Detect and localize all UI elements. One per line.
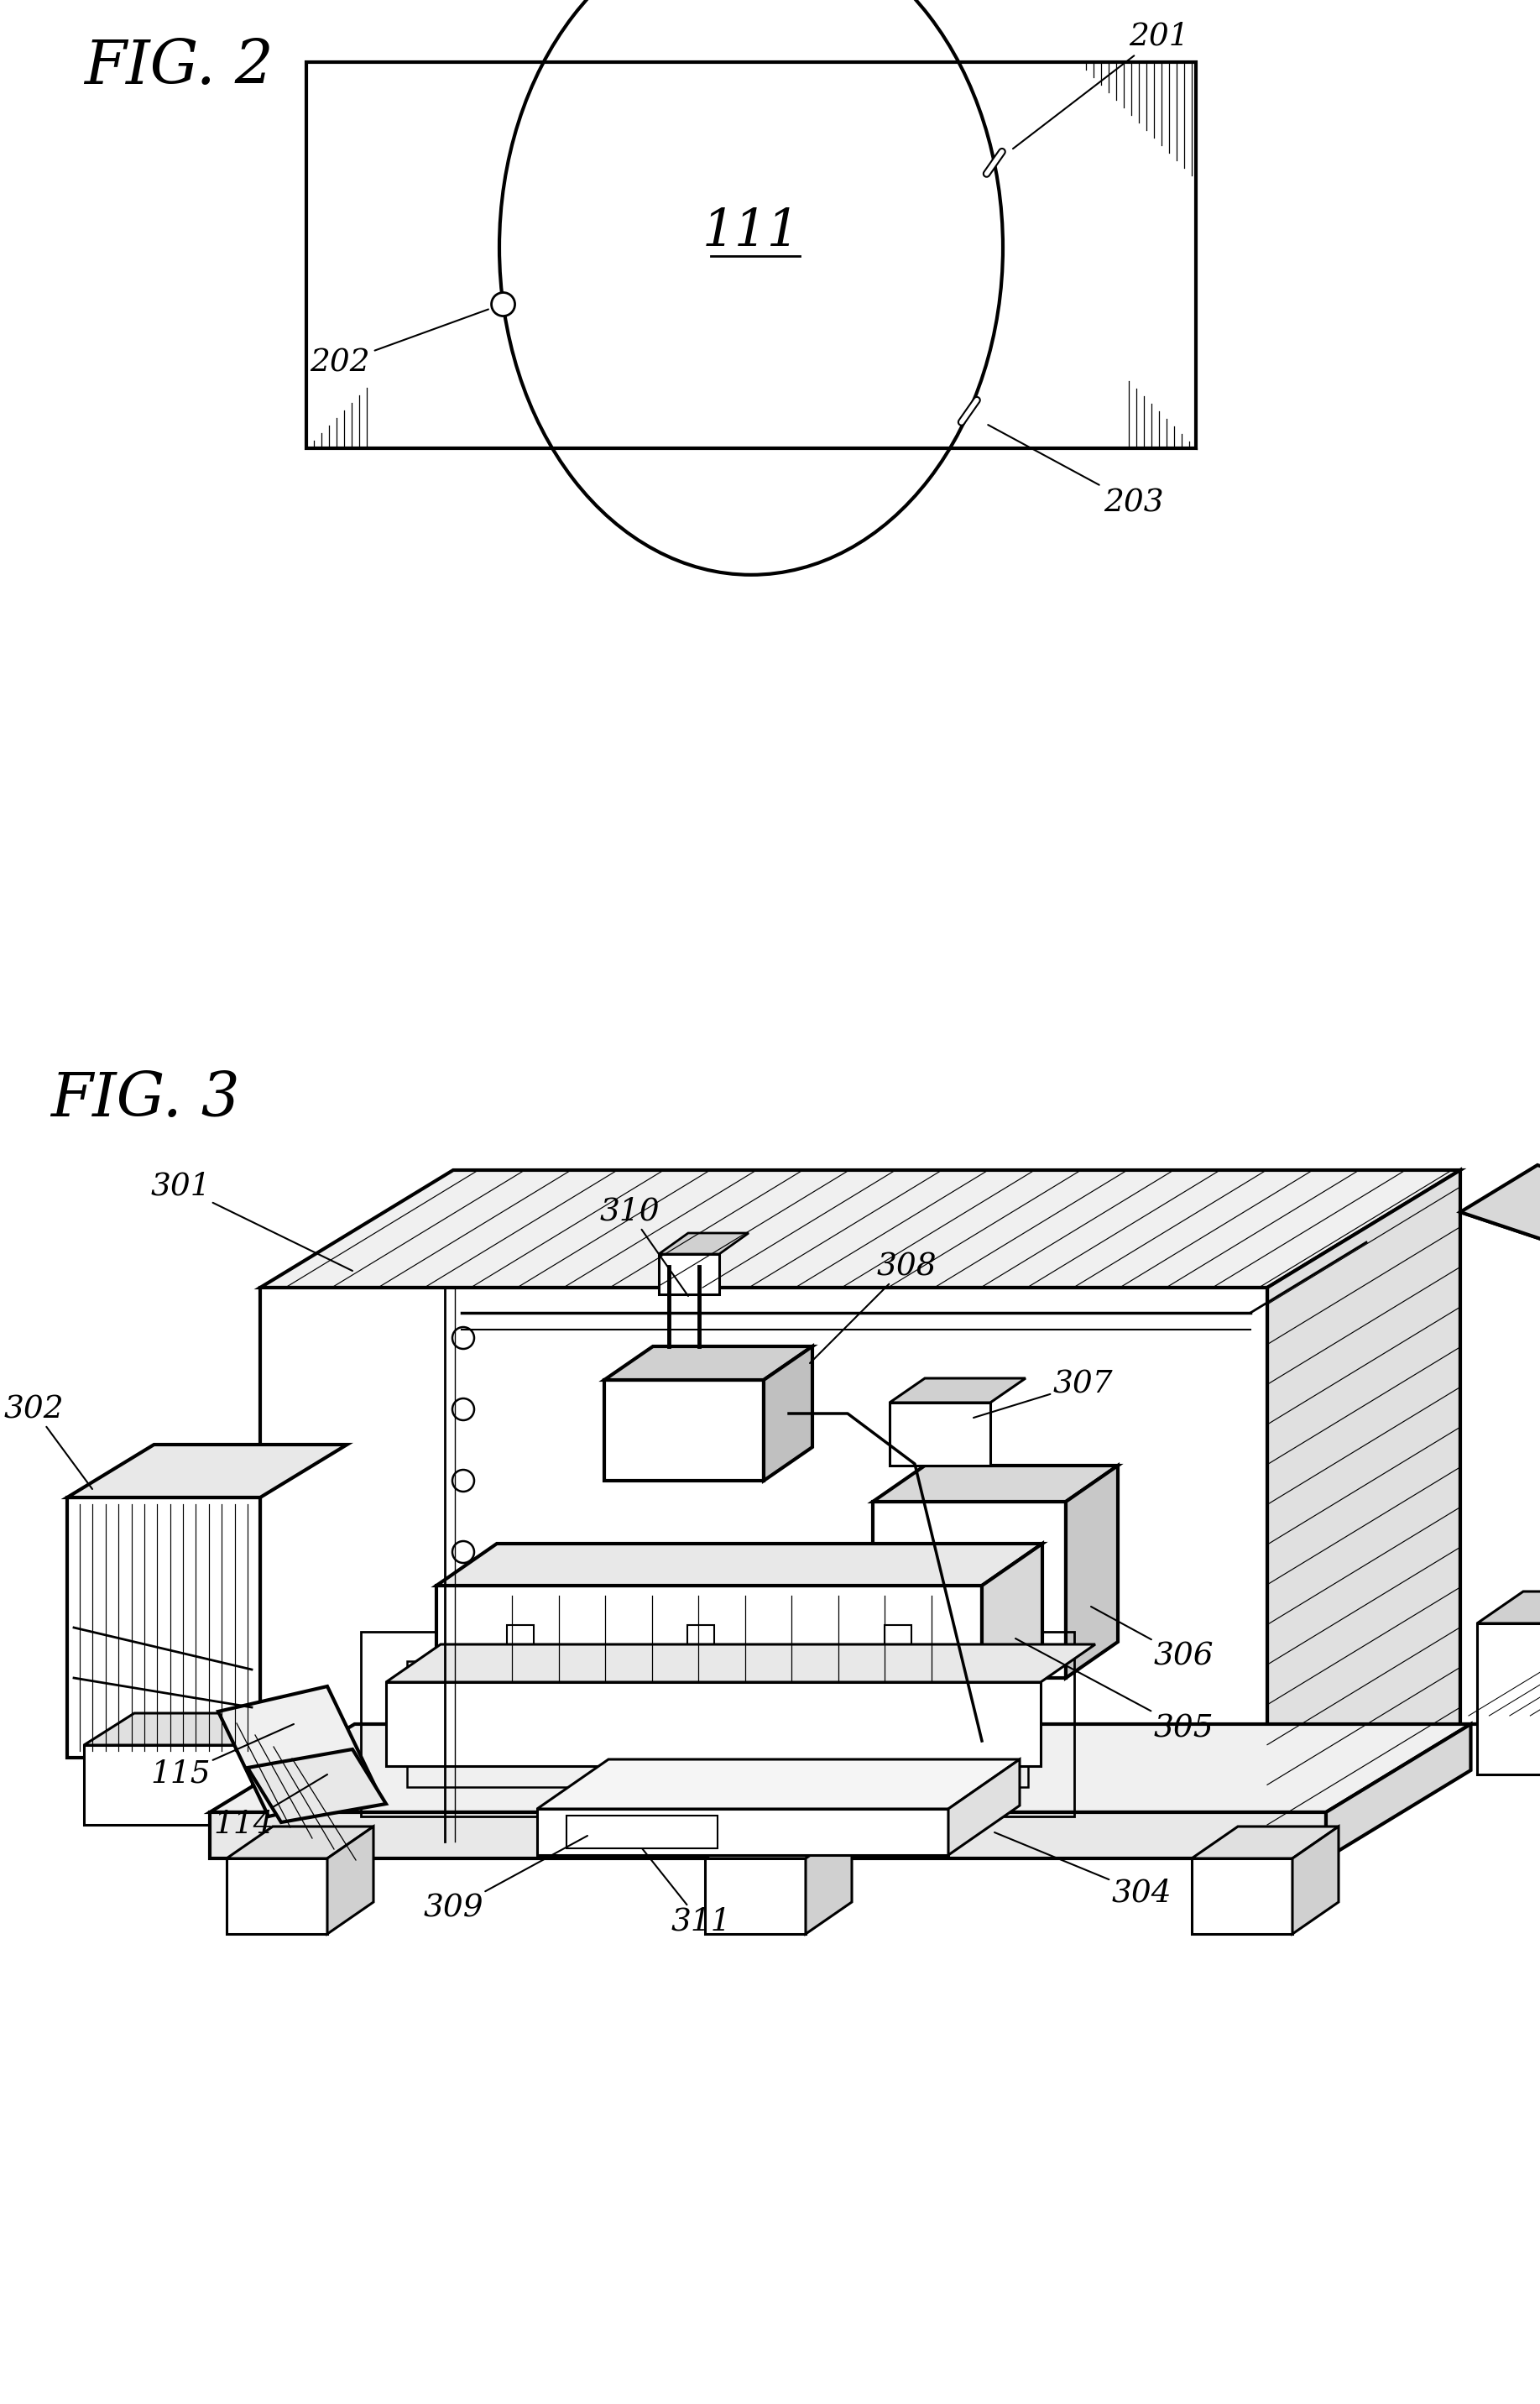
Polygon shape	[764, 1346, 813, 1481]
Polygon shape	[1460, 1212, 1540, 1724]
Circle shape	[453, 1469, 474, 1490]
Polygon shape	[226, 1827, 374, 1858]
Bar	[705, 1858, 805, 1933]
Polygon shape	[1460, 1166, 1540, 1279]
Circle shape	[491, 293, 514, 315]
Polygon shape	[1192, 1827, 1338, 1858]
Polygon shape	[209, 1724, 1471, 1813]
Polygon shape	[890, 1377, 1026, 1402]
Polygon shape	[1477, 1591, 1540, 1623]
Polygon shape	[805, 1827, 852, 1933]
Polygon shape	[604, 1346, 813, 1380]
Polygon shape	[537, 1760, 1019, 1808]
Text: 202: 202	[310, 310, 488, 377]
Text: FIG. 3: FIG. 3	[51, 1070, 240, 1127]
Polygon shape	[873, 1466, 1118, 1502]
Bar	[567, 1815, 718, 1849]
Polygon shape	[1267, 1171, 1460, 1841]
Text: 309: 309	[424, 1837, 587, 1923]
Polygon shape	[1292, 1827, 1338, 1933]
Circle shape	[453, 1399, 474, 1421]
Bar	[537, 1808, 949, 1856]
Text: 308: 308	[810, 1252, 936, 1363]
Bar	[209, 1813, 1326, 1858]
Polygon shape	[260, 1289, 1267, 1841]
Text: 115: 115	[151, 1724, 294, 1789]
Bar	[507, 1625, 534, 1652]
Polygon shape	[219, 1685, 377, 1817]
Text: 304: 304	[995, 1832, 1172, 1909]
Polygon shape	[68, 1498, 260, 1757]
Polygon shape	[328, 1827, 374, 1933]
Polygon shape	[83, 1745, 251, 1825]
Polygon shape	[1477, 1623, 1540, 1774]
Text: 307: 307	[973, 1368, 1113, 1418]
Text: 201: 201	[1013, 22, 1189, 149]
Text: FIG. 2: FIG. 2	[83, 36, 274, 96]
Text: 311: 311	[642, 1849, 731, 1938]
Polygon shape	[705, 1827, 852, 1858]
Text: 305: 305	[1015, 1640, 1214, 1743]
Circle shape	[453, 1541, 474, 1563]
Bar	[687, 1625, 715, 1652]
Polygon shape	[949, 1760, 1019, 1856]
Circle shape	[453, 1755, 474, 1777]
Polygon shape	[436, 1543, 1043, 1587]
Text: 114: 114	[214, 1774, 328, 1839]
Polygon shape	[1066, 1466, 1118, 1678]
Bar	[659, 1255, 719, 1293]
Text: 302: 302	[3, 1394, 92, 1488]
Polygon shape	[436, 1587, 983, 1690]
Polygon shape	[68, 1445, 346, 1498]
Text: 203: 203	[989, 426, 1164, 519]
Polygon shape	[387, 1683, 1041, 1767]
Polygon shape	[1326, 1724, 1471, 1858]
Polygon shape	[248, 1750, 387, 1822]
Polygon shape	[387, 1644, 1095, 1683]
Bar	[890, 1402, 990, 1466]
Bar	[226, 1858, 328, 1933]
Text: 306: 306	[1090, 1606, 1214, 1673]
Circle shape	[453, 1613, 474, 1635]
Circle shape	[453, 1327, 474, 1349]
Polygon shape	[659, 1233, 748, 1255]
Text: 301: 301	[151, 1171, 353, 1272]
Polygon shape	[604, 1380, 764, 1481]
Bar	[884, 1625, 912, 1652]
Polygon shape	[873, 1502, 1066, 1678]
Polygon shape	[983, 1543, 1043, 1690]
Text: 111: 111	[702, 204, 801, 255]
Text: 310: 310	[599, 1197, 688, 1296]
Polygon shape	[83, 1714, 302, 1745]
Circle shape	[453, 1683, 474, 1704]
Polygon shape	[260, 1171, 1460, 1289]
Bar	[1192, 1858, 1292, 1933]
Bar	[306, 63, 1197, 447]
